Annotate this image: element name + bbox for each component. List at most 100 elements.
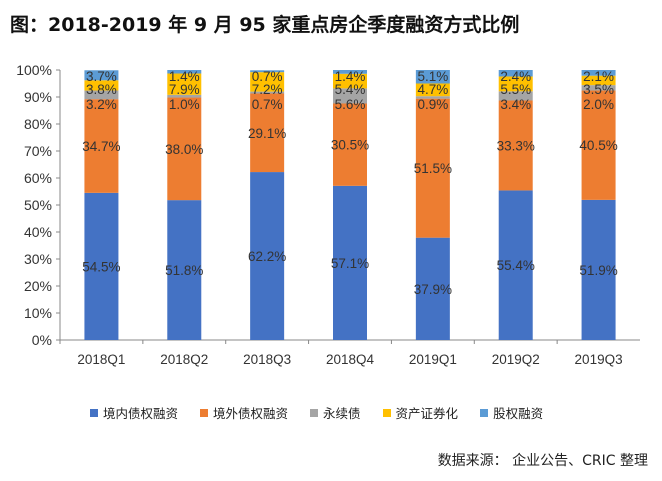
y-tick-label: 0% xyxy=(32,332,52,348)
y-tick-label: 100% xyxy=(16,62,52,78)
bar-segment xyxy=(498,91,533,101)
source-note: 数据来源： 企业公告、CRIC 整理 xyxy=(437,453,648,469)
bar-segment xyxy=(84,70,119,81)
data-label: 1.4% xyxy=(335,69,366,84)
y-tick-label: 50% xyxy=(24,197,52,213)
data-label: 1.0% xyxy=(169,97,200,112)
data-label: 7.2% xyxy=(252,82,283,97)
data-label: 51.8% xyxy=(165,263,203,278)
x-tick-label: 2018Q2 xyxy=(160,352,208,367)
y-tick-label: 40% xyxy=(24,224,52,240)
bar-segment xyxy=(84,90,119,100)
bar-segment xyxy=(250,172,285,340)
y-tick-label: 20% xyxy=(24,278,52,294)
data-label: 54.5% xyxy=(82,259,120,274)
data-label: 40.5% xyxy=(579,138,617,153)
data-label: 4.7% xyxy=(417,82,448,97)
x-tick-label: 2018Q1 xyxy=(77,352,125,367)
data-label: 2.1% xyxy=(583,69,614,84)
data-label: 34.7% xyxy=(82,139,120,154)
bar-segment xyxy=(167,94,202,98)
data-label: 0.7% xyxy=(252,97,283,112)
data-label: 1.4% xyxy=(169,69,200,84)
data-label: 5.5% xyxy=(500,82,531,97)
bar-segment xyxy=(498,100,533,191)
y-tick-label: 30% xyxy=(24,251,52,267)
bar-segment xyxy=(581,90,616,200)
data-label: 7.9% xyxy=(169,82,200,97)
bar-segment xyxy=(250,72,285,92)
data-label: 33.3% xyxy=(497,138,535,153)
legend-label: 永续债 xyxy=(323,406,361,421)
bar-segment xyxy=(84,80,119,91)
bar-segment xyxy=(167,73,202,95)
data-label: 0.9% xyxy=(417,97,448,112)
x-tick-label: 2019Q2 xyxy=(492,352,540,367)
data-label: 2.0% xyxy=(583,97,614,112)
data-label: 55.4% xyxy=(497,258,535,273)
legend-label: 境外债权融资 xyxy=(213,406,289,421)
data-label: 5.1% xyxy=(417,69,448,84)
bar-segment xyxy=(250,70,285,73)
data-label: 57.1% xyxy=(331,256,369,271)
data-label: 3.7% xyxy=(86,69,117,84)
y-tick-label: 80% xyxy=(24,116,52,132)
bar-segment xyxy=(498,70,533,77)
bar-segment xyxy=(333,103,367,186)
y-tick-label: 10% xyxy=(24,305,52,321)
legend-item: 永续债 xyxy=(310,403,361,422)
bar-segment xyxy=(250,93,285,173)
chart-title: 图：2018-2019 年 9 月 95 家重点房企季度融资方式比例 xyxy=(10,14,520,36)
bar-segment xyxy=(415,98,450,238)
legend-item: 境外债权融资 xyxy=(200,403,288,422)
bar-segment xyxy=(498,76,533,92)
bar-segment xyxy=(333,73,367,89)
data-label: 5.6% xyxy=(335,97,366,112)
bar-segment xyxy=(333,88,367,104)
legend-swatch xyxy=(310,408,319,417)
data-label: 37.9% xyxy=(414,282,452,297)
data-label: 3.8% xyxy=(86,82,117,97)
legend-label: 境内债权融资 xyxy=(103,406,179,421)
legend-item: 股权融资 xyxy=(480,403,543,422)
data-label: 51.9% xyxy=(579,263,617,278)
x-tick-label: 2018Q4 xyxy=(326,352,375,367)
bar-segment xyxy=(581,85,616,91)
data-label: 51.5% xyxy=(414,161,452,176)
bar-segment xyxy=(167,200,202,340)
y-tick-label: 70% xyxy=(24,143,52,159)
bar-segment xyxy=(415,70,450,84)
bar-segment xyxy=(581,75,616,86)
legend: 境内债权融资 境外债权融资 永续债 资产证券化 股权融资 xyxy=(90,403,543,422)
bar-segment xyxy=(415,96,450,99)
data-label: 3.4% xyxy=(500,97,531,112)
data-label: 3.5% xyxy=(583,82,614,97)
legend-swatch xyxy=(480,408,489,417)
data-label: 29.1% xyxy=(248,126,286,141)
bar-segment xyxy=(250,91,285,94)
data-label: 38.0% xyxy=(165,142,203,157)
bar-segment xyxy=(333,70,367,74)
x-tick-label: 2019Q1 xyxy=(409,352,457,367)
bar-segment xyxy=(415,83,450,97)
y-tick-label: 90% xyxy=(24,89,52,105)
legend-swatch xyxy=(382,408,391,417)
bar-segment xyxy=(581,70,616,76)
x-tick-label: 2018Q3 xyxy=(243,352,291,367)
y-tick-label: 60% xyxy=(24,170,52,186)
legend-swatch xyxy=(90,408,98,417)
bar-segment xyxy=(498,190,533,340)
data-label: 3.2% xyxy=(86,97,117,112)
bar-segment xyxy=(84,99,119,193)
data-label: 62.2% xyxy=(248,249,286,264)
data-label: 0.7% xyxy=(252,69,283,84)
bar-segment xyxy=(581,199,616,340)
data-label: 5.4% xyxy=(335,82,366,97)
legend-swatch xyxy=(200,408,209,417)
bar-segment xyxy=(84,192,119,340)
bar-segment xyxy=(415,237,450,340)
bar-segment xyxy=(167,70,202,74)
data-label: 30.5% xyxy=(331,138,369,153)
legend-label: 股权融资 xyxy=(493,406,544,421)
bar-segment xyxy=(167,97,202,201)
